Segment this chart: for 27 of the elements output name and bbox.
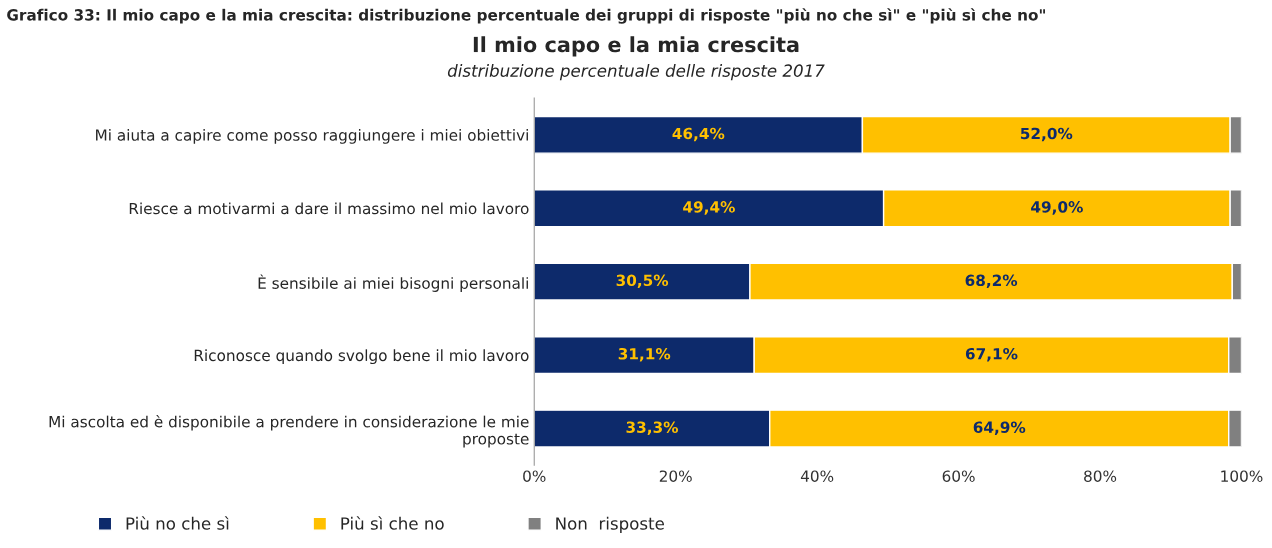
data-label: 64,9% bbox=[973, 421, 1026, 435]
x-tick-label: 20% bbox=[659, 470, 692, 482]
y-tick-label: Riconosce quando svolgo bene il mio lavoro bbox=[194, 349, 529, 365]
data-label: 30,5% bbox=[616, 274, 669, 289]
y-tick-label: Mi ascolta ed è disponibile a prendere in considerazione le mie proposte bbox=[49, 415, 529, 448]
data-label: 46,4% bbox=[672, 127, 725, 142]
data-label: 67,1% bbox=[965, 347, 1018, 362]
data-label: 68,2% bbox=[965, 274, 1018, 289]
data-label: 52,0% bbox=[1020, 127, 1073, 142]
x-tick-label: 100% bbox=[1221, 470, 1263, 482]
data-label: 49,4% bbox=[683, 201, 735, 215]
x-tick-label: 60% bbox=[942, 470, 975, 482]
y-tick-label: È sensibile ai miei bisogni personali bbox=[258, 274, 528, 292]
legend-label: Non risposte bbox=[556, 516, 664, 533]
chart-title: Il mio capo e la mia crescita bbox=[473, 36, 799, 57]
y-tick-label: Riesce a motivarmi a dare il massimo nel mio lavoro bbox=[129, 202, 529, 215]
x-tick-label: 40% bbox=[800, 470, 834, 482]
data-label: 49,0% bbox=[1031, 201, 1083, 215]
x-tick-label: 80% bbox=[1084, 470, 1117, 482]
y-tick-label: Mi aiuta a capire come posso raggiungere i miei obiettivi bbox=[96, 129, 528, 144]
legend-label: Più sì che no bbox=[341, 516, 444, 530]
legend-label: Più no che sì bbox=[126, 516, 229, 530]
x-tick-label: 0% bbox=[523, 470, 546, 482]
data-label: 31,1% bbox=[618, 347, 671, 362]
text: Grafico 33: Il mio capo e la mia crescita: distribuzione percentuale dei gruppi di risposte "più no che sì" e "più sì che no" bbox=[7, 8, 1045, 24]
data-label: 33,3% bbox=[626, 421, 679, 435]
chart-subtitle: distribuzione percentuale delle risposte 2017 bbox=[447, 64, 825, 81]
